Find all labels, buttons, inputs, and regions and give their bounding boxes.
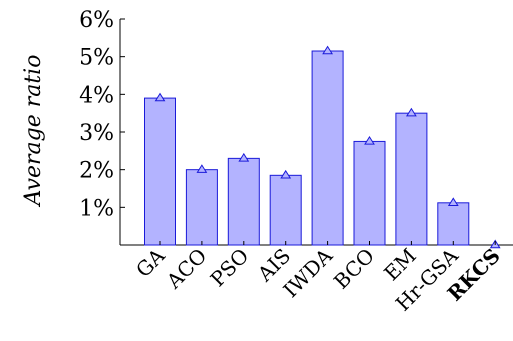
marker-bco [364, 135, 375, 145]
marker-iwda [322, 45, 334, 55]
marker-ga [154, 92, 166, 102]
bars-group [144, 50, 470, 246]
bar-em [395, 112, 428, 246]
y-tick-label: 2% [79, 159, 114, 184]
bar-ga [144, 97, 176, 246]
bar-pso [227, 157, 260, 246]
y-ticks-group: 1% 2% 3% 4% 5% 6% [79, 8, 125, 221]
markers-group [154, 45, 501, 249]
x-tick-label: IWDA [278, 243, 337, 302]
x-tick-label: BCO [329, 244, 379, 294]
bar-aco [185, 169, 218, 246]
y-tick-label: 1% [79, 196, 114, 221]
y-tick-label: 6% [79, 8, 114, 33]
x-tick-label: ACO [161, 244, 211, 294]
y-axis-label: Average ratio [21, 55, 46, 208]
y-tick-label: 3% [79, 121, 114, 146]
x-tick-label: PSO [206, 244, 254, 292]
y-tick-label: 5% [79, 46, 114, 71]
marker-pso [238, 152, 250, 162]
bar-hr-gsa [437, 202, 470, 246]
marker-hr-gsa [447, 197, 459, 207]
marker-aco [196, 164, 208, 173]
y-tick-label: 4% [79, 83, 114, 108]
bar-bco [353, 140, 386, 246]
bar-ais [269, 174, 302, 246]
marker-ais [280, 169, 292, 179]
marker-em [405, 107, 417, 117]
bar-iwda [311, 50, 344, 246]
